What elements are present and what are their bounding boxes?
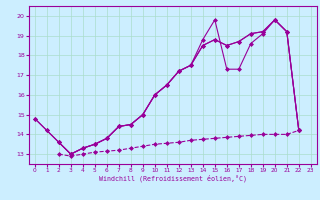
X-axis label: Windchill (Refroidissement éolien,°C): Windchill (Refroidissement éolien,°C) [99, 175, 247, 182]
